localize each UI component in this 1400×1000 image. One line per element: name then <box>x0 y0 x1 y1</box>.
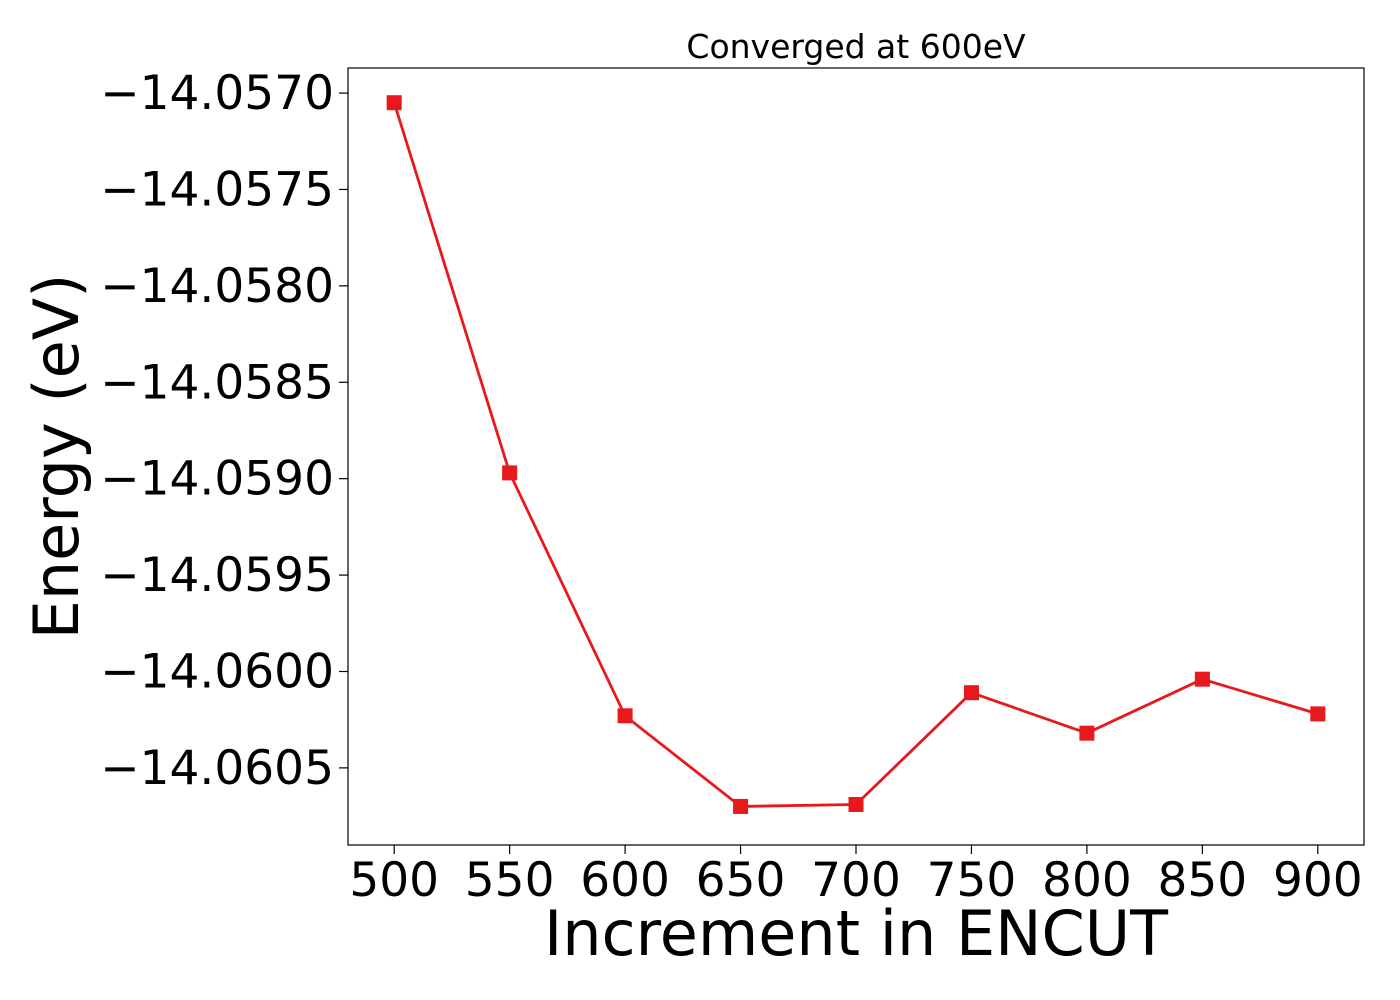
y-tick-label: −14.0575 <box>100 162 334 217</box>
x-tick-label: 750 <box>927 853 1017 908</box>
y-tick-label: −14.0605 <box>100 741 334 796</box>
x-tick-label: 650 <box>696 853 786 908</box>
data-point-marker <box>1194 671 1210 687</box>
y-tick-label: −14.0585 <box>100 355 334 410</box>
y-axis-ticks: −14.0570 −14.0575 −14.0580 −14.0585 −14.0590… <box>100 66 348 796</box>
plot-layer <box>386 95 1326 814</box>
y-axis-label: Energy (eV) <box>20 274 93 640</box>
x-axis-ticks: 500 550 600 650 700 750 800 850 900 <box>349 845 1363 908</box>
x-tick-label: 500 <box>349 853 439 908</box>
x-tick-label: 550 <box>465 853 555 908</box>
y-tick-label: −14.0580 <box>100 259 334 314</box>
y-tick-label: −14.0600 <box>100 644 334 699</box>
data-point-marker <box>502 465 518 481</box>
chart-title: Converged at 600eV <box>686 27 1026 66</box>
x-tick-label: 700 <box>811 853 901 908</box>
x-tick-label: 900 <box>1273 853 1363 908</box>
y-tick-label: −14.0590 <box>100 452 334 507</box>
data-point-marker <box>1079 725 1095 741</box>
y-tick-label: −14.0570 <box>100 66 334 121</box>
data-point-marker <box>733 798 749 814</box>
data-point-marker <box>617 708 633 724</box>
data-point-marker <box>848 797 864 813</box>
x-axis-label: Increment in ENCUT <box>544 897 1169 970</box>
x-tick-label: 800 <box>1042 853 1132 908</box>
data-point-marker <box>1310 706 1326 722</box>
data-point-marker <box>963 685 979 701</box>
data-point-marker <box>386 95 402 111</box>
y-tick-label: −14.0595 <box>100 548 334 603</box>
x-tick-label: 850 <box>1158 853 1248 908</box>
x-tick-label: 600 <box>580 853 670 908</box>
